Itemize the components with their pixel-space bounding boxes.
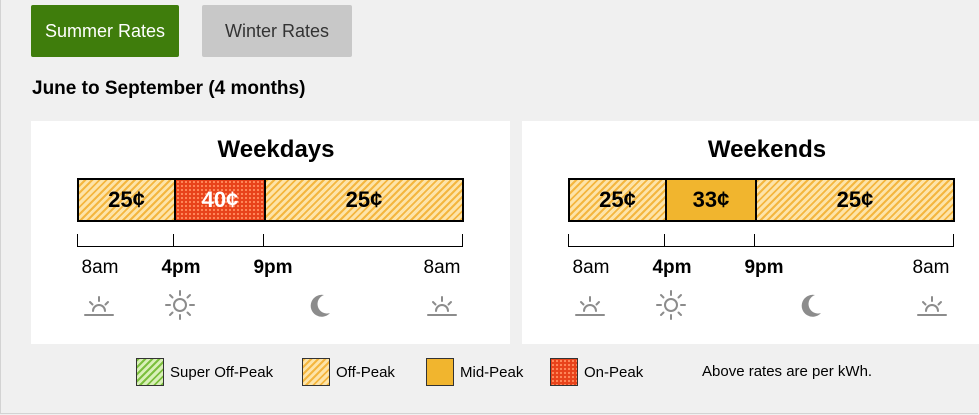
weekdays-time-axis	[77, 234, 463, 248]
legend-label: Mid-Peak	[460, 363, 524, 381]
sun-icon	[165, 290, 195, 320]
weekdays-rate-bar: 25¢ 40¢ 25¢	[77, 178, 464, 222]
time-label: 9pm	[253, 257, 293, 278]
rate-segment: 25¢	[570, 180, 665, 220]
weekends-title: Weekends	[707, 136, 827, 163]
time-label: 4pm	[652, 257, 692, 278]
legend-on-peak: On-Peak	[550, 358, 643, 386]
moon-icon	[801, 294, 821, 317]
rate-segment: 25¢	[79, 180, 174, 220]
time-label: 8am	[81, 257, 119, 278]
season-subtitle: June to September (4 months)	[32, 78, 306, 99]
sunrise-icon	[84, 296, 114, 316]
tab-summer-rates[interactable]: Summer Rates	[31, 5, 179, 57]
time-label: 8am	[423, 257, 461, 278]
super-off-peak-swatch	[136, 358, 164, 386]
time-label: 8am	[572, 257, 610, 278]
sunrise-icon	[917, 296, 947, 316]
time-label: 8am	[912, 257, 950, 278]
rate-segment: 25¢	[264, 180, 462, 220]
rate-segment: 33¢	[665, 180, 755, 220]
weekdays-panel: Weekdays 25¢ 40¢ 25¢ 8am 4pm 9pm 8am	[31, 121, 510, 344]
rate-segment: 25¢	[755, 180, 953, 220]
legend-mid-peak: Mid-Peak	[426, 358, 523, 386]
legend-label: Super Off-Peak	[170, 363, 274, 381]
time-label: 9pm	[744, 257, 784, 278]
tab-winter-rates[interactable]: Winter Rates	[202, 5, 352, 57]
on-peak-swatch	[550, 358, 578, 386]
weekdays-title: Weekdays	[217, 136, 335, 163]
rates-note: Above rates are per kWh.	[702, 363, 873, 380]
weekends-rate-bar: 25¢ 33¢ 25¢	[568, 178, 955, 222]
off-peak-swatch	[302, 358, 330, 386]
legend-label: On-Peak	[584, 363, 644, 381]
legend-label: Off-Peak	[336, 363, 395, 381]
sun-icon	[656, 290, 686, 320]
time-label: 4pm	[161, 257, 201, 278]
weekends-panel: Weekends 25¢ 33¢ 25¢ 8am 4pm 9pm 8am	[522, 121, 979, 344]
moon-icon	[310, 294, 330, 317]
sunrise-icon	[575, 296, 605, 316]
legend-super-off-peak: Super Off-Peak	[136, 358, 273, 386]
mid-peak-swatch	[426, 358, 454, 386]
legend-off-peak: Off-Peak	[302, 358, 395, 386]
sunrise-icon	[427, 296, 457, 316]
rate-segment: 40¢	[174, 180, 264, 220]
weekends-time-axis	[568, 234, 954, 248]
